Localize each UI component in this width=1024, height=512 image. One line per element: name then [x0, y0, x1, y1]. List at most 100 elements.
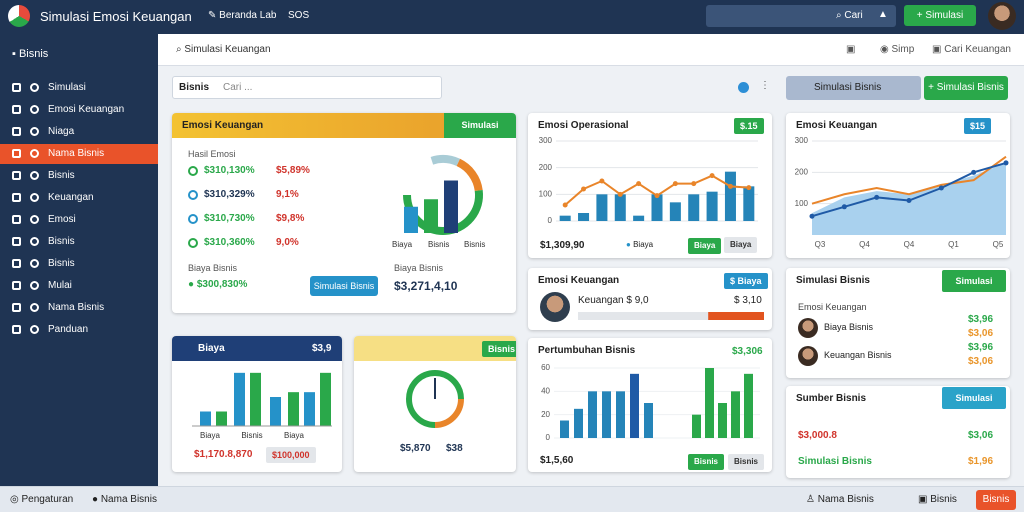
footer-link[interactable]: ◎ Pengaturan — [10, 494, 74, 505]
section-label: Biaya Bisnis — [394, 263, 444, 273]
card-button[interactable]: Simulasi Bisnis — [310, 276, 378, 296]
logo — [8, 5, 30, 27]
row-value: $310,360% — [204, 237, 255, 248]
footer-button[interactable]: Bisnis — [976, 490, 1016, 510]
footer-text: Nama Bisnis — [817, 494, 874, 505]
nav-tag: SOS — [288, 10, 310, 21]
sidebar-item[interactable]: Bisnis — [0, 166, 158, 186]
card-title: Pertumbuhan Bisnis — [538, 345, 636, 356]
point — [672, 181, 678, 187]
header-button[interactable]: + Simulasi — [904, 5, 976, 26]
icon — [30, 149, 39, 158]
bar — [424, 199, 438, 233]
card-title: Sumber Bisnis — [796, 393, 867, 404]
nav-link[interactable]: ✎ Beranda Lab — [208, 10, 277, 21]
point — [709, 173, 715, 179]
x-tick-label: Q4 — [859, 240, 870, 249]
breadcrumb-text: Simulasi Keuangan — [184, 44, 271, 55]
y-tick-label: 40 — [541, 386, 550, 395]
icon — [12, 105, 21, 114]
sidebar-item[interactable]: Keuangan — [0, 188, 158, 208]
icon — [12, 259, 21, 268]
sidebar-item[interactable]: Simulasi — [0, 78, 158, 98]
icon — [30, 83, 39, 92]
sidebar-item[interactable]: Panduan — [0, 320, 158, 340]
sidebar-text: Keuangan — [48, 192, 94, 203]
toolbar-item[interactable]: ◉ Simp — [880, 44, 915, 55]
sidebar-item[interactable]: Emosi Keuangan — [0, 100, 158, 120]
card-title: Emosi Keuangan — [796, 120, 878, 131]
sidebar-text: Emosi — [48, 214, 76, 225]
sidebar-item[interactable]: Nama Bisnis — [0, 144, 158, 164]
value: $1,96 — [968, 456, 994, 467]
badge: $100,000 — [266, 447, 316, 463]
icon — [12, 281, 21, 290]
y-tick-label: 200 — [539, 163, 553, 172]
footer-link[interactable]: ● Nama Bisnis — [92, 494, 157, 505]
row-value: $310,730% — [204, 213, 255, 224]
footer-link[interactable]: ♙ Nama Bisnis — [806, 494, 874, 505]
action-button[interactable]: Simulasi Bisnis — [786, 76, 921, 100]
row-value: $310,329% — [204, 189, 255, 200]
icon — [12, 237, 21, 246]
sidebar-item[interactable]: Mulai — [0, 276, 158, 296]
sidebar-item[interactable]: Nama Bisnis — [0, 298, 158, 318]
sidebar-item[interactable]: Bisnis — [0, 232, 158, 252]
info-icon[interactable] — [738, 82, 749, 93]
bar — [270, 397, 281, 426]
dot — [188, 190, 198, 200]
bar — [731, 391, 740, 438]
search-box[interactable]: ⌕ Cari ▲ — [706, 5, 896, 27]
y-tick-label: 300 — [795, 136, 809, 145]
legend: ● Biaya — [626, 240, 654, 249]
avatar — [798, 318, 818, 338]
icon — [30, 259, 39, 268]
action-button[interactable]: + Simulasi Bisnis — [924, 76, 1008, 100]
menu-icon[interactable]: ⋮ — [760, 80, 770, 91]
footer-bar: ◎ Pengaturan ● Nama Bisnis ♙ Nama Bisnis… — [0, 486, 1024, 512]
card: Biaya $3,9 Biaya Bisnis Biaya $1,170.8,870… — [172, 336, 342, 472]
card: Emosi Keuangan $ Biaya Keuangan $ 9,0 $ … — [528, 268, 772, 330]
icon — [30, 171, 39, 180]
footer-value: $1,309,90 — [540, 240, 585, 251]
bar — [288, 392, 299, 426]
bar — [250, 372, 261, 426]
bar — [633, 215, 645, 221]
bar — [706, 191, 718, 221]
row-value: $310,130% — [204, 165, 255, 176]
footer-value: $1,5,60 — [540, 455, 574, 466]
card: Pertumbuhan Bisnis $3,306 0 20 40 60 $1,5,6… — [528, 338, 772, 472]
bar — [616, 391, 625, 438]
bar — [404, 206, 418, 233]
donut-segment — [434, 398, 464, 428]
badge: $3,306 — [732, 346, 763, 357]
action-button-text: Simulasi Bisnis — [814, 82, 882, 93]
area-chart: 100 200 300 Q3 Q4 Q4 Q1 Q5 — [795, 136, 1009, 249]
toolbar-item[interactable]: ▣ Cari Keuangan — [932, 44, 1011, 55]
search-input[interactable]: Bisnis Cari ... — [172, 76, 442, 99]
app-title: Simulasi Emosi Keuangan — [40, 9, 192, 24]
icon — [30, 215, 39, 224]
progress — [578, 312, 764, 320]
toolbar-icon[interactable]: ▣ — [846, 44, 856, 55]
sidebar-item[interactable]: Niaga — [0, 122, 158, 142]
sidebar-text: Bisnis — [48, 258, 75, 269]
footer-link[interactable]: ▣ Bisnis — [918, 494, 957, 505]
section-label: Hasil Emosi — [188, 149, 236, 159]
value: $ 3,10 — [734, 295, 762, 306]
total: $3,271,4,10 — [394, 279, 458, 293]
bar-chart: Biaya Bisnis Biaya — [192, 372, 332, 440]
sidebar-item[interactable]: Bisnis — [0, 254, 158, 274]
bar — [669, 202, 681, 221]
y-tick-label: 0 — [546, 433, 551, 442]
card-title: Biaya — [172, 336, 342, 361]
value: $3,000.8 — [798, 430, 837, 441]
icon — [12, 303, 21, 312]
y-tick-label: 200 — [795, 167, 809, 176]
point — [938, 185, 944, 191]
avatar[interactable] — [988, 2, 1016, 30]
bar — [614, 194, 626, 221]
bell-icon[interactable]: ▲ — [878, 9, 888, 20]
sidebar-item[interactable]: Emosi — [0, 210, 158, 230]
bar — [705, 368, 714, 438]
